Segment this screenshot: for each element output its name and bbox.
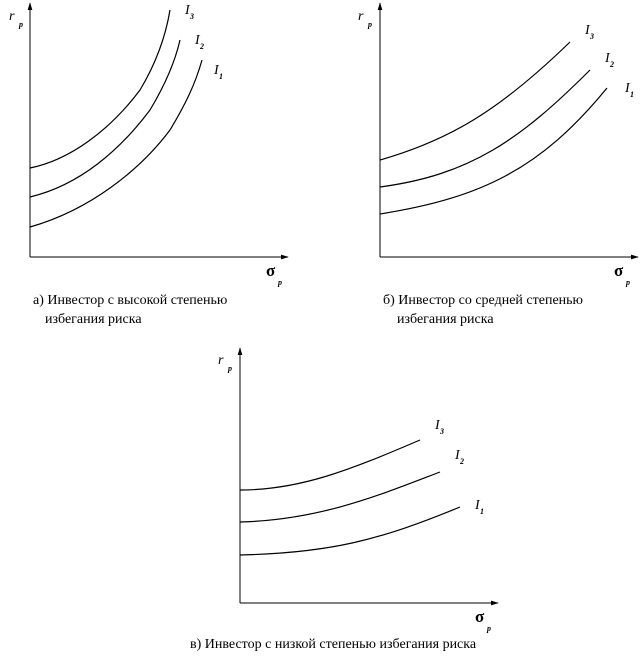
- curve: [29, 9, 171, 169]
- panel-b: r p σ p I 3 I 2 I 1 б) Инвестор со средн…: [358, 2, 639, 327]
- curve: [239, 439, 421, 491]
- curve-sub: 3: [189, 12, 194, 21]
- caption: а) Инвестор с высокой степенью: [33, 293, 227, 308]
- curve: [379, 69, 591, 188]
- y-sub: p: [227, 364, 232, 373]
- curve-sub: 2: [199, 42, 204, 51]
- y-label: r: [358, 9, 364, 24]
- x-sub: p: [486, 624, 491, 633]
- caption: б) Инвестор со средней степенью: [383, 293, 583, 308]
- y-sub: p: [367, 20, 372, 29]
- y-label: r: [218, 353, 224, 368]
- curve: [29, 59, 203, 228]
- curve-sub: 1: [480, 507, 484, 516]
- caption: избегания риска: [397, 312, 494, 327]
- y-sub: p: [18, 20, 23, 29]
- curve: [239, 471, 441, 523]
- curve-label: I: [213, 63, 220, 78]
- x-label: σ: [614, 261, 624, 280]
- curve: [379, 41, 571, 161]
- curve-label: I: [184, 3, 191, 18]
- curve: [239, 506, 461, 556]
- curve-sub: 2: [609, 60, 614, 69]
- curve-sub: 3: [589, 32, 594, 41]
- curve-label: I: [194, 33, 201, 48]
- curve-label: I: [584, 23, 591, 38]
- y-label: r: [9, 9, 15, 24]
- panel-a: r p σ p I 3 I 2 I 1 а) Инвестор с высоко…: [9, 2, 289, 327]
- curve-label: I: [604, 51, 611, 66]
- x-label: σ: [475, 607, 485, 626]
- x-label: σ: [266, 261, 276, 280]
- x-sub: p: [625, 278, 630, 287]
- panel-c: r p σ p I 3 I 2 I 1 в) Инвестор с низкой…: [190, 347, 499, 652]
- curve-label: I: [624, 81, 631, 96]
- curve-label: I: [474, 498, 481, 513]
- curve: [379, 87, 608, 215]
- curve-sub: 3: [439, 427, 444, 436]
- curve-sub: 2: [459, 457, 464, 466]
- caption: в) Инвестор с низкой степенью избегания …: [190, 637, 477, 652]
- curve-sub: 1: [219, 72, 223, 81]
- curve: [29, 39, 181, 198]
- curve-label: I: [434, 418, 441, 433]
- curve-sub: 1: [630, 90, 634, 99]
- caption: избегания риска: [45, 312, 142, 327]
- curve-label: I: [454, 448, 461, 463]
- x-sub: p: [277, 278, 282, 287]
